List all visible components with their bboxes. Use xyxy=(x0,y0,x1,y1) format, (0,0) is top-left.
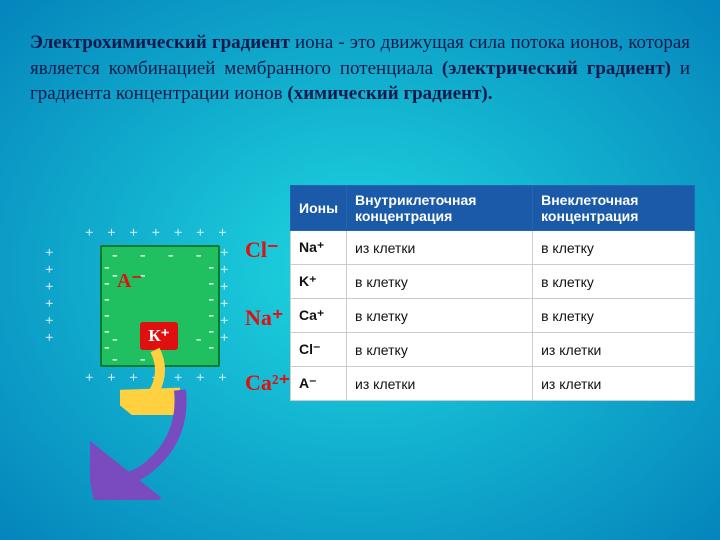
cell-ion: A⁻ xyxy=(291,367,347,401)
ion-na-label: Na⁺ xyxy=(245,305,284,331)
table-header-row: Ионы Внутриклеточная концентрация Внекле… xyxy=(291,186,695,231)
cell: в клетку xyxy=(533,265,695,299)
table-row: A⁻из клеткииз клетки xyxy=(291,367,695,401)
cell: из клетки xyxy=(533,367,695,401)
membrane-diagram: + + + + + + + + + + + + + + + + + + + + … xyxy=(25,225,285,505)
cell: в клетку xyxy=(347,299,533,333)
cell: в клетку xyxy=(533,231,695,265)
ion-table: Ионы Внутриклеточная концентрация Внекле… xyxy=(290,185,695,401)
chem-grad: (химический градиент). xyxy=(287,83,492,104)
cell: в клетку xyxy=(347,333,533,367)
cell-ion: Ca⁺ xyxy=(291,299,347,333)
cell-ion: K⁺ xyxy=(291,265,347,299)
arrow-in-icon xyxy=(90,380,210,500)
table-row: Cl⁻в клеткуиз клетки xyxy=(291,333,695,367)
plus-right: + + + + + + xyxy=(220,245,228,347)
elec-grad: (электрический градиент) xyxy=(442,58,671,79)
lead-bold: Электрохимический градиент xyxy=(30,32,290,53)
outer-membrane: + + + + + + + + + + + + + + + + + + + + … xyxy=(45,225,235,385)
plus-left: + + + + + + xyxy=(45,245,53,347)
table-body: Na⁺из клеткив клетку K⁺в клеткув клетку … xyxy=(291,231,695,401)
cell: из клетки xyxy=(347,367,533,401)
th-intra: Внутриклеточная концентрация xyxy=(347,186,533,231)
minus-left: - - - - - - xyxy=(104,259,110,355)
minus-right: - - - - - - xyxy=(208,259,214,355)
plus-top: + + + + + + + xyxy=(85,225,232,242)
cell-ion: Cl⁻ xyxy=(291,333,347,367)
table-row: K⁺в клеткув клетку xyxy=(291,265,695,299)
th-ions: Ионы xyxy=(291,186,347,231)
cell: в клетку xyxy=(533,299,695,333)
th-extra: Внеклеточная концентрация xyxy=(533,186,695,231)
intro-paragraph: Электрохимический градиент иона - это дв… xyxy=(30,30,690,107)
ion-a-label: А⁻ xyxy=(117,268,142,293)
table-row: Ca⁺в клеткув клетку xyxy=(291,299,695,333)
cell: из клетки xyxy=(347,231,533,265)
ion-ca-label: Ca²⁺ xyxy=(245,370,290,396)
cell-ion: Na⁺ xyxy=(291,231,347,265)
cell: из клетки xyxy=(533,333,695,367)
table-row: Na⁺из клеткив клетку xyxy=(291,231,695,265)
ion-cl-label: Cl⁻ xyxy=(245,237,279,263)
cell: в клетку xyxy=(347,265,533,299)
